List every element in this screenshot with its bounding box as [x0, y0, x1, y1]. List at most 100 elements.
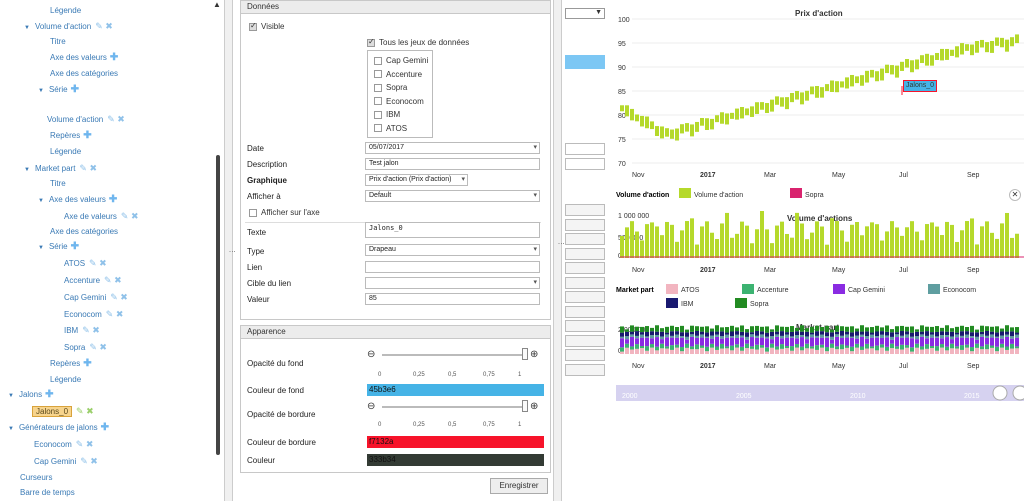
all-datasets-checkbox[interactable]: Tous les jeux de données — [367, 37, 469, 47]
hidden-row[interactable] — [565, 276, 605, 289]
chevron-down-icon[interactable]: ▼ — [38, 88, 44, 94]
edit-delete-icon[interactable]: ✎ ✖ — [104, 275, 122, 285]
tree-item[interactable]: ▼ Axe des valeurs ✚ — [38, 194, 117, 207]
edit-delete-icon[interactable]: ✎ ✖ — [105, 309, 124, 319]
edit-delete-icon[interactable]: ✎ ✖ — [82, 325, 100, 335]
tree-item[interactable]: Axe des catégories — [50, 226, 118, 238]
tree-item[interactable]: ATOS ✎ ✖ — [64, 257, 107, 270]
tree-item[interactable]: Barre de temps — [20, 487, 75, 499]
text-color-swatch[interactable]: 333b34 — [367, 454, 544, 466]
visible-checkbox[interactable]: Visible — [249, 21, 284, 31]
dataset-checkbox[interactable]: ATOS — [374, 124, 407, 133]
add-icon[interactable]: ✚ — [100, 422, 110, 433]
chevron-down-icon[interactable]: ▼ — [8, 426, 14, 432]
graph-select[interactable]: Prix d'action (Prix d'action) — [365, 174, 468, 186]
tree-item[interactable]: Econocom ✎ ✖ — [34, 438, 93, 451]
tree-item[interactable]: Légende — [50, 374, 81, 386]
hidden-row[interactable] — [565, 204, 605, 216]
tree-item[interactable]: IBM ✎ ✖ — [64, 324, 100, 337]
hidden-row[interactable] — [565, 349, 605, 361]
value-field[interactable]: 85 — [365, 293, 540, 305]
minus-icon[interactable]: ⊖ — [367, 401, 376, 412]
dataset-checkbox[interactable]: IBM — [374, 110, 400, 119]
tree-item[interactable]: ▼ Market part ✎ ✖ — [24, 162, 97, 176]
edit-delete-icon[interactable]: ✎ ✖ — [79, 163, 98, 173]
tree-item[interactable]: Sopra ✎ ✖ — [64, 341, 107, 354]
tree-item[interactable]: Econocom ✎ ✖ — [64, 308, 123, 321]
tree-item[interactable]: ▼ Générateurs de jalons ✚ — [8, 422, 109, 435]
chevron-down-icon[interactable]: ▼ — [38, 245, 44, 251]
close-icon[interactable]: ✕ — [1009, 189, 1021, 201]
edit-delete-icon[interactable]: ✎ ✖ — [110, 292, 128, 302]
fill-opacity-slider[interactable] — [382, 354, 526, 356]
hidden-row[interactable] — [565, 291, 605, 303]
tree-item[interactable]: Volume d'action ✎ ✖ — [47, 113, 125, 126]
description-field[interactable]: Test jalon — [365, 158, 540, 170]
minus-icon[interactable]: ⊖ — [367, 349, 376, 360]
edit-delete-icon[interactable]: ✎ ✖ — [89, 258, 107, 268]
hidden-row[interactable] — [565, 262, 605, 274]
chevron-down-icon[interactable]: ▼ — [24, 25, 30, 31]
dataset-checkbox[interactable]: Accenture — [374, 70, 422, 79]
plus-icon[interactable]: ⊕ — [530, 349, 539, 360]
tree-item[interactable]: Titre — [50, 36, 66, 48]
add-icon[interactable]: ✚ — [83, 130, 92, 141]
border-opacity-slider[interactable] — [382, 406, 526, 408]
text-field[interactable]: Jalons_0 — [365, 222, 540, 238]
save-button[interactable]: Enregistrer — [490, 478, 548, 494]
tree-item[interactable]: ▼ Série ✚ — [38, 84, 79, 97]
tree-item[interactable]: Axe des valeurs ✚ — [50, 52, 118, 64]
edit-delete-icon[interactable]: ✎ ✖ — [120, 211, 139, 221]
hidden-select[interactable]: ▼ — [565, 8, 605, 19]
edit-delete-icon[interactable]: ✎ ✖ — [95, 21, 113, 31]
fill-opacity-handle[interactable] — [522, 348, 528, 360]
splitter-right[interactable] — [553, 0, 562, 501]
fill-color-swatch[interactable]: 45b3e6 — [367, 384, 544, 396]
tree-item[interactable]: Cap Gemini ✎ ✖ — [34, 455, 98, 468]
hidden-row[interactable] — [565, 320, 605, 332]
tree-item[interactable]: Cap Gemini ✎ ✖ — [64, 291, 128, 304]
chevron-down-icon[interactable]: ▼ — [24, 167, 30, 173]
add-icon[interactable]: ✚ — [108, 194, 118, 205]
hidden-row[interactable] — [565, 233, 605, 245]
add-icon[interactable]: ✚ — [45, 389, 54, 400]
border-color-swatch[interactable]: f7132a — [367, 436, 544, 448]
tree-item[interactable]: ▼ Volume d'action ✎ ✖ — [24, 20, 113, 34]
add-icon[interactable]: ✚ — [83, 358, 92, 369]
tree-item[interactable]: Titre — [50, 178, 66, 190]
add-icon[interactable]: ✚ — [109, 52, 119, 63]
tree-item[interactable]: Curseurs — [20, 472, 52, 484]
tree-item[interactable]: Repères ✚ — [50, 358, 92, 370]
splitter-left[interactable] — [224, 0, 233, 501]
add-icon[interactable]: ✚ — [70, 84, 80, 95]
edit-delete-icon[interactable]: ✎ ✖ — [75, 439, 94, 449]
tree-item[interactable]: Repères ✚ — [50, 130, 92, 142]
tree-item[interactable]: Légende — [50, 5, 81, 17]
target-select[interactable] — [365, 277, 540, 289]
type-select[interactable]: Drapeau — [365, 244, 540, 256]
hidden-field[interactable] — [565, 158, 605, 170]
show-at-select[interactable]: Default — [365, 190, 540, 202]
edit-delete-icon[interactable]: ✎ ✖ — [80, 456, 98, 466]
dataset-checkbox[interactable]: Econocom — [374, 97, 424, 106]
hidden-row[interactable] — [565, 363, 605, 376]
tree-item[interactable]: Axe des catégories — [50, 68, 118, 80]
dataset-checkbox[interactable]: Sopra — [374, 83, 407, 92]
tree-item[interactable]: Accenture ✎ ✖ — [64, 274, 122, 287]
tree-item[interactable]: Axe de valeurs ✎ ✖ — [64, 210, 139, 223]
edit-delete-icon[interactable]: ✎ ✖ — [89, 342, 107, 352]
hidden-row[interactable] — [565, 305, 605, 318]
edit-delete-icon[interactable]: ✎ ✖ — [107, 114, 125, 124]
add-icon[interactable]: ✚ — [70, 241, 80, 252]
edit-delete-icon[interactable]: ✎ ✖ — [76, 406, 94, 416]
tree-scrollbar-thumb[interactable] — [216, 155, 220, 455]
tree-item[interactable]: ▼ Jalons ✚ — [8, 389, 53, 402]
hidden-row[interactable] — [565, 247, 605, 260]
milestone-flag[interactable]: Jalons_0 — [903, 80, 938, 92]
chevron-down-icon[interactable]: ▼ — [8, 393, 14, 399]
date-field[interactable]: 05/07/2017 — [365, 142, 540, 154]
link-field[interactable] — [365, 261, 540, 273]
hidden-row[interactable] — [565, 218, 605, 231]
plus-icon[interactable]: ⊕ — [530, 401, 539, 412]
axis-checkbox[interactable]: Afficher sur l'axe — [249, 208, 320, 217]
